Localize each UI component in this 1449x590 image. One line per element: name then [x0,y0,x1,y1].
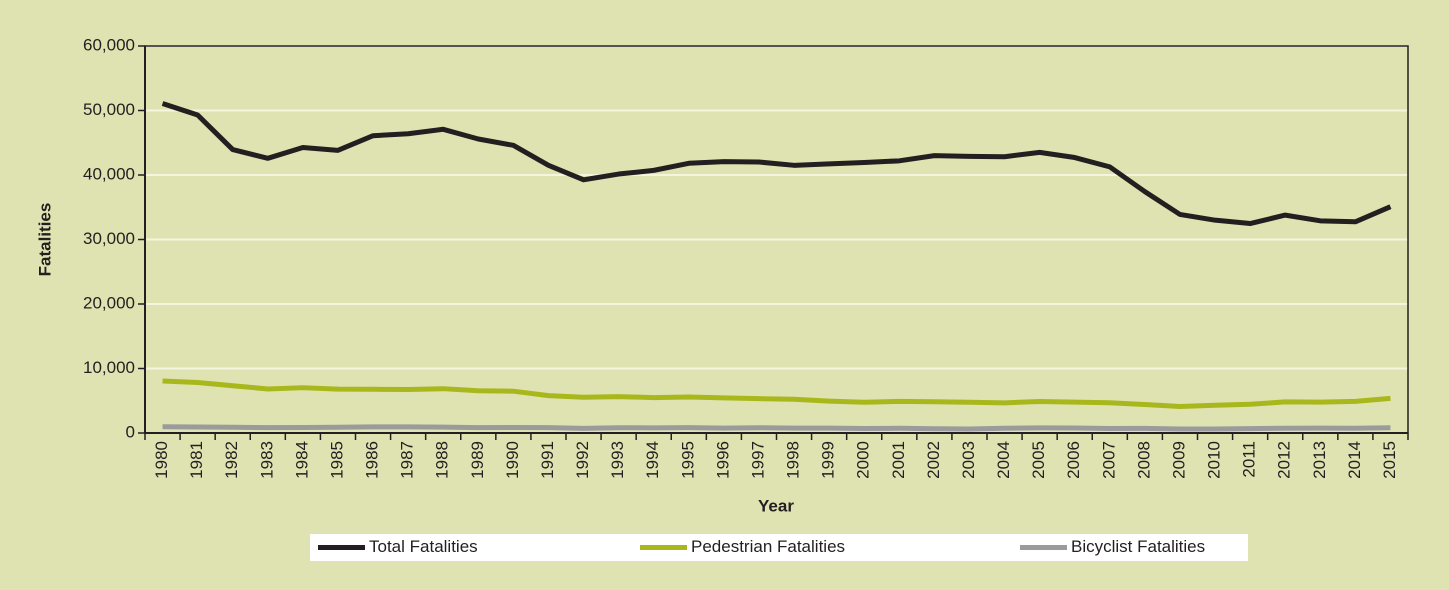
x-tick-label: 2008 [1134,441,1153,479]
x-tick-label: 2006 [1064,441,1083,479]
x-tick-label: 2009 [1169,441,1188,479]
x-tick-label: 1997 [748,441,767,479]
x-tick-label: 2005 [1029,441,1048,479]
x-tick-label: 2015 [1380,441,1399,479]
x-tick-label: 1982 [222,441,241,479]
legend-label: Total Fatalities [369,537,478,556]
x-tick-label: 1987 [398,441,417,479]
x-tick-label: 2012 [1275,441,1294,479]
series-line [162,378,1391,409]
x-tick-label: 2003 [959,441,978,479]
x-tick-label: 2004 [994,441,1013,479]
x-tick-label: 1984 [292,441,311,479]
x-tick-label: 1991 [538,441,557,479]
y-tick-label: 50,000 [83,100,135,119]
y-tick-label: 0 [126,422,135,441]
x-tick-label: 1993 [608,441,627,479]
legend-label: Pedestrian Fatalities [691,537,845,556]
x-tick-label: 1980 [152,441,171,479]
series-line [162,424,1391,432]
x-tick-label: 1989 [468,441,487,479]
x-tick-label: 2014 [1345,441,1364,479]
x-tick-label: 1998 [784,441,803,479]
x-tick-label: 2002 [924,441,943,479]
y-tick-label: 30,000 [83,229,135,248]
x-tick-label: 1990 [503,441,522,479]
x-tick-label: 2013 [1310,441,1329,479]
x-tick-label: 1986 [363,441,382,479]
x-tick-label: 1995 [678,441,697,479]
x-tick-label: 1992 [573,441,592,479]
x-tick-label: 1985 [327,441,346,479]
y-tick-label: 20,000 [83,293,135,312]
legend-box [310,534,1248,561]
y-tick-label: 10,000 [83,358,135,377]
x-tick-label: 2011 [1240,441,1259,478]
y-axis-title: Fatalities [35,203,54,277]
x-tick-label: 1981 [187,441,206,479]
x-tick-label: 2001 [889,441,908,479]
x-tick-label: 1988 [433,441,452,479]
x-tick-label: 2000 [854,441,873,479]
x-tick-label: 1994 [643,441,662,479]
x-tick-label: 1999 [819,441,838,479]
y-tick-label: 40,000 [83,164,135,183]
legend-label: Bicyclist Fatalities [1071,537,1205,556]
y-tick-label: 60,000 [83,35,135,54]
x-axis-title: Year [758,496,794,515]
x-tick-label: 2007 [1099,441,1118,479]
series-line [161,101,1392,227]
x-tick-label: 1996 [713,441,732,479]
x-tick-label: 1983 [257,441,276,479]
x-tick-label: 2010 [1205,441,1224,479]
